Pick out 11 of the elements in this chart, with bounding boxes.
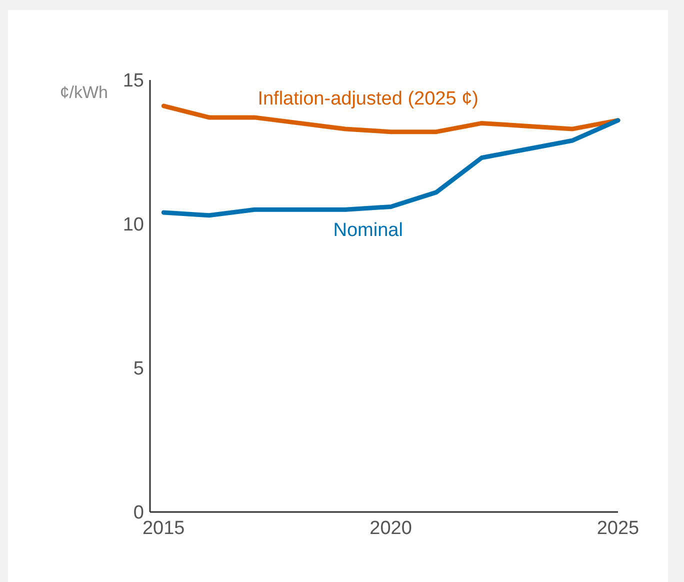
x-tick-label: 2025: [596, 518, 640, 539]
y-tick-label: 5: [133, 358, 144, 380]
line-series: [161, 118, 620, 218]
x-tick-label: 2020: [370, 518, 412, 539]
y-tick-label: 10: [122, 214, 144, 236]
y-axis-title: ¢/kWh: [60, 83, 108, 102]
series-label: Nominal: [333, 220, 403, 242]
series-label: Inflation-adjusted (2025 ¢): [258, 88, 478, 110]
y-tick-label: 15: [122, 70, 144, 92]
x-tick-label: 2015: [142, 518, 185, 539]
y-tick-label: 0: [133, 502, 144, 524]
